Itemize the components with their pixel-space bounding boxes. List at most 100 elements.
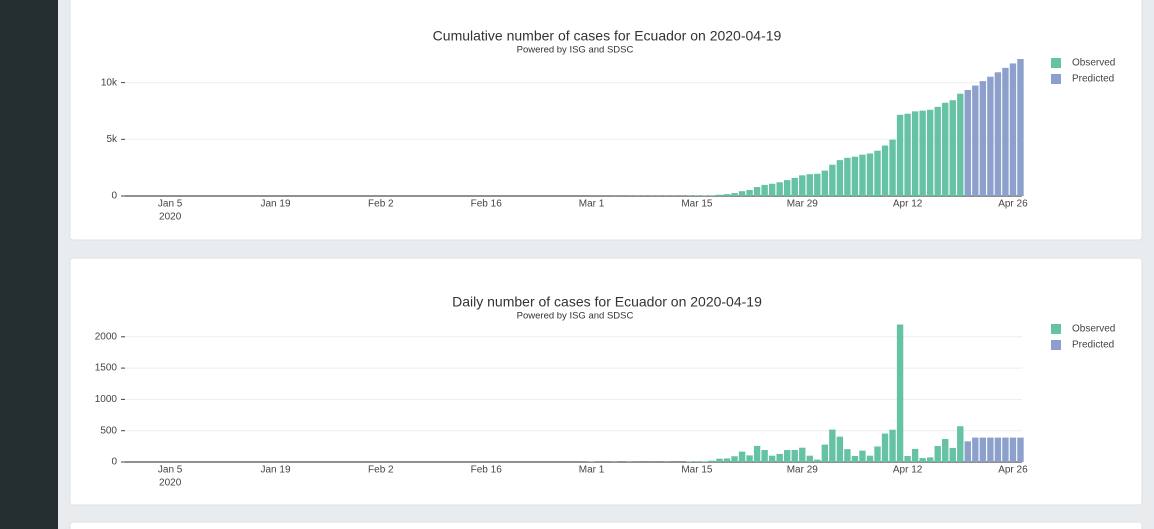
bar (814, 459, 821, 462)
x-tick-label: Mar 1 (579, 465, 605, 476)
bar (889, 139, 896, 196)
bar (851, 156, 859, 196)
bar (1017, 437, 1024, 462)
x-tick-label: Apr 12 (893, 199, 923, 210)
x-tick-label: Jan 5 (158, 465, 183, 476)
bar (1017, 59, 1024, 196)
y-tick-label: 2000 (95, 331, 118, 342)
y-tick-label: 1000 (95, 394, 118, 405)
x-tick-label: Feb 16 (471, 199, 503, 210)
bar (957, 426, 964, 462)
bar (881, 433, 889, 462)
bar (708, 460, 716, 462)
y-tick-label: 10k (101, 77, 118, 88)
bar (821, 170, 829, 196)
bar (746, 455, 753, 462)
legend-swatch (1051, 324, 1061, 334)
legend-label: Observed (1072, 324, 1115, 335)
bar (821, 444, 829, 462)
y-tick-label: 500 (100, 425, 117, 436)
x-tick-label: Mar 29 (787, 199, 819, 210)
x-year-label: 2020 (159, 212, 182, 223)
bar (994, 437, 1002, 462)
x-tick-label: Mar 29 (787, 465, 819, 476)
bar (987, 76, 994, 196)
bar (934, 106, 941, 196)
bar (896, 114, 904, 196)
bar (701, 461, 708, 462)
bar (723, 194, 731, 196)
bar (829, 429, 836, 462)
bar (791, 177, 798, 196)
x-tick-label: Apr 26 (998, 199, 1028, 210)
x-year-label: 2020 (159, 478, 182, 489)
bar (753, 187, 761, 196)
bar (851, 455, 859, 462)
card (69, 521, 1143, 529)
bar (859, 154, 866, 196)
bar (994, 72, 1002, 196)
bar (926, 109, 934, 196)
bar (934, 446, 941, 462)
bar (723, 458, 731, 462)
bar (776, 453, 783, 462)
bar (1009, 437, 1017, 462)
bar (874, 150, 881, 196)
bar (904, 455, 911, 462)
bar (776, 182, 783, 196)
bar (738, 191, 746, 196)
bar (791, 449, 798, 462)
chart-subtitle: Powered by ISG and SDSC (517, 45, 634, 56)
bar (836, 436, 844, 462)
bar (919, 458, 926, 462)
bar (806, 174, 813, 196)
bar (942, 439, 949, 462)
bar (919, 110, 926, 196)
bar (972, 437, 979, 462)
bar (761, 449, 768, 462)
y-tick-label: 0 (111, 191, 117, 202)
x-tick-label: Jan 5 (158, 199, 183, 210)
x-tick-label: Mar 15 (681, 199, 713, 210)
bar (1009, 63, 1017, 196)
bar (716, 194, 723, 196)
x-tick-label: Apr 12 (893, 465, 923, 476)
bar (942, 102, 949, 196)
bar (964, 89, 971, 196)
chart-title: Daily number of cases for Ecuador on 202… (452, 294, 762, 310)
bar (829, 164, 836, 196)
card (69, 0, 1143, 241)
bar (904, 113, 911, 196)
x-tick-label: Apr 26 (998, 465, 1028, 476)
bar (896, 324, 904, 462)
bar (799, 447, 806, 462)
bar (768, 183, 776, 196)
sidebar (0, 0, 58, 529)
bar (889, 429, 896, 462)
x-tick-label: Mar 1 (579, 199, 605, 210)
card (69, 257, 1143, 506)
bar (761, 184, 768, 196)
bar (844, 157, 851, 196)
legend-label: Predicted (1072, 340, 1114, 351)
bar (784, 180, 791, 196)
legend-label: Predicted (1072, 74, 1114, 85)
bar (836, 160, 844, 196)
x-tick-label: Mar 15 (681, 465, 713, 476)
x-tick-label: Feb 2 (368, 465, 394, 476)
bar (738, 451, 746, 462)
bar (979, 81, 987, 196)
bar (844, 449, 851, 462)
bar (1002, 437, 1009, 462)
bar (731, 193, 738, 196)
bar (708, 195, 716, 196)
bar (866, 153, 874, 196)
legend-swatch (1051, 74, 1061, 84)
bar (1002, 67, 1009, 196)
bar (814, 173, 821, 196)
bar (949, 447, 956, 462)
x-tick-label: Feb 16 (471, 465, 503, 476)
y-tick-label: 5k (106, 134, 118, 145)
